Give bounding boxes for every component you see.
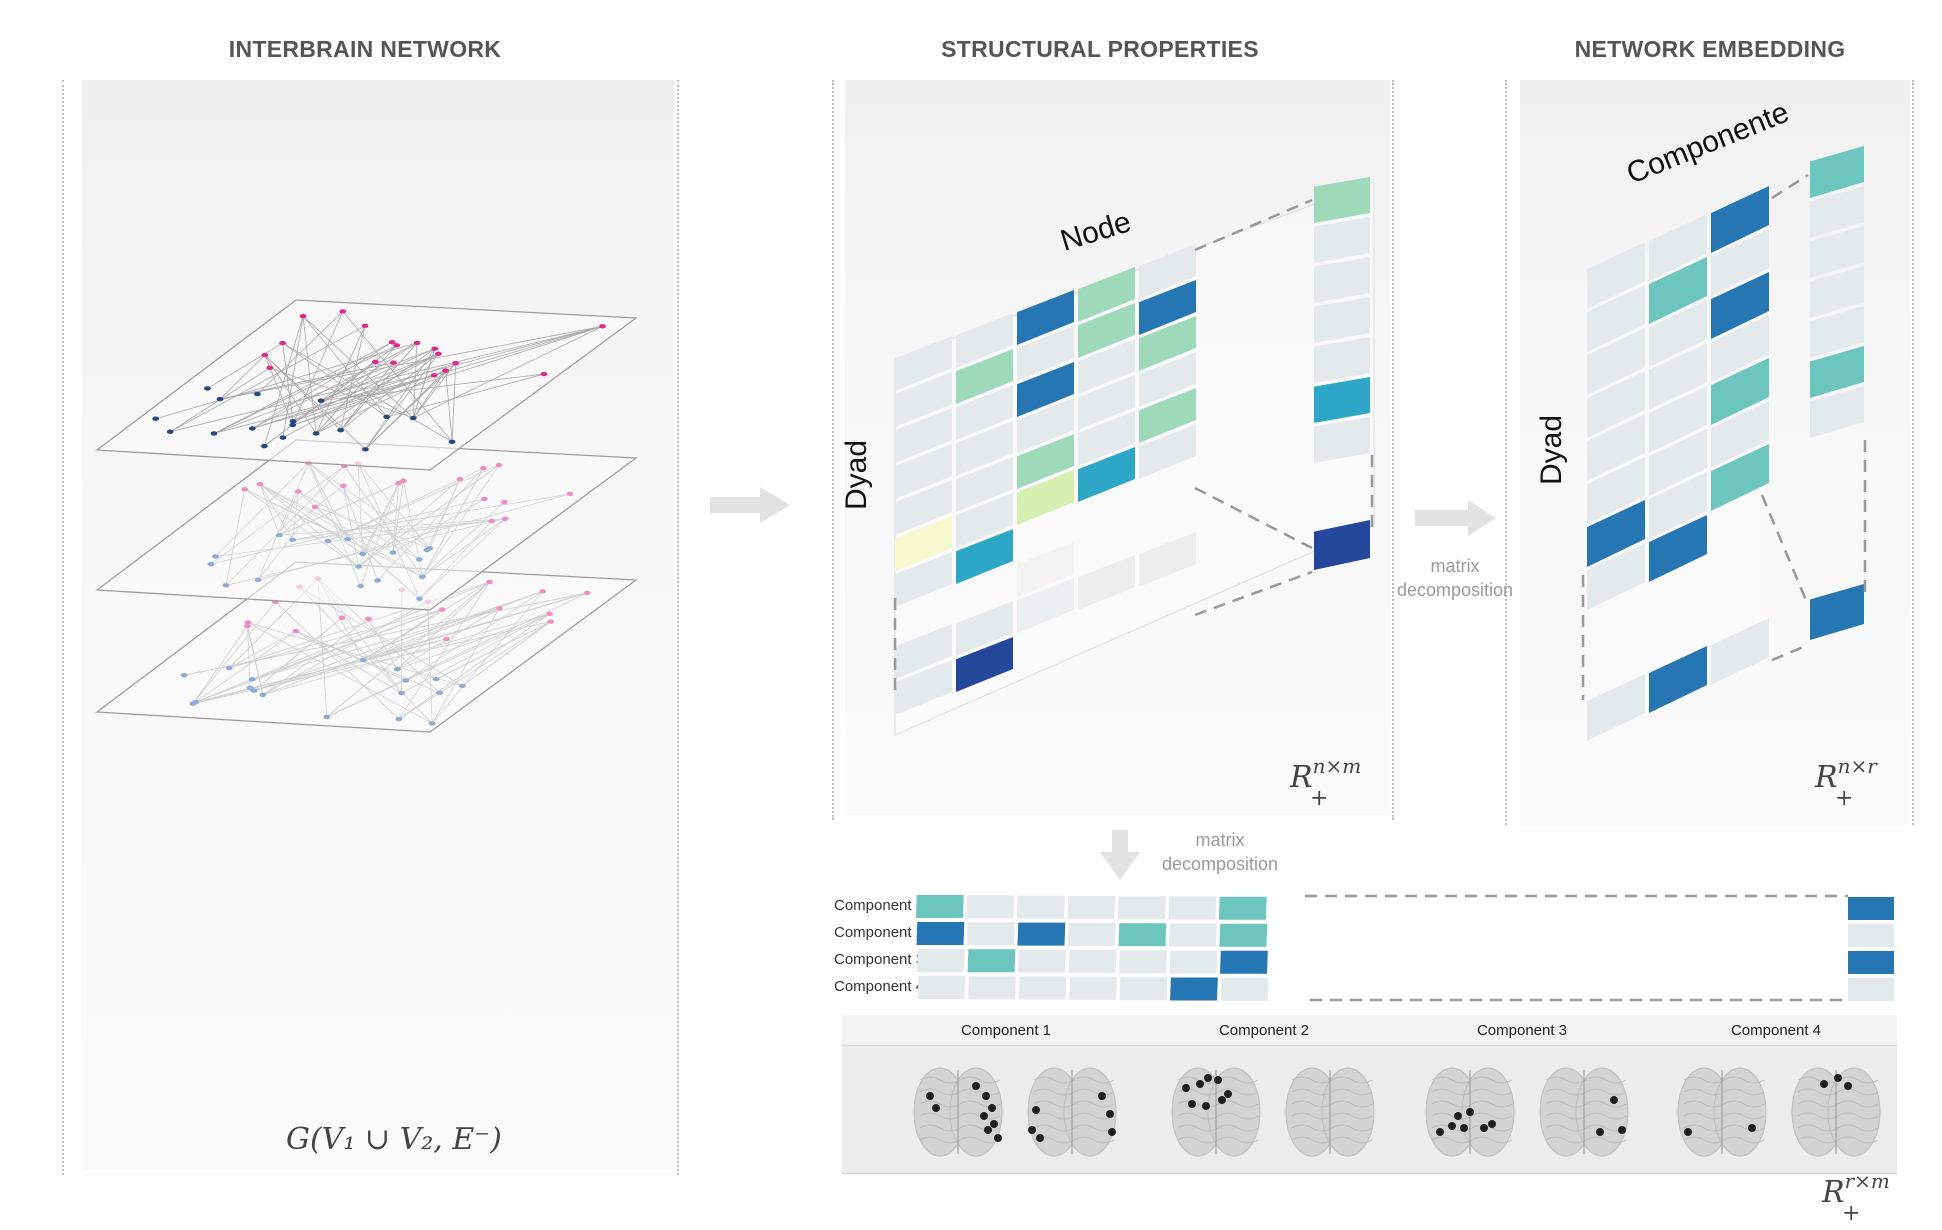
matrix-cell <box>1219 923 1268 947</box>
matrix-cell <box>966 895 1015 919</box>
decomposition-label-right: matrix decomposition <box>1396 556 1514 600</box>
matrix-cell <box>1170 977 1218 1001</box>
matrix-cell <box>1218 896 1267 920</box>
brain-component-title: Component 4 <box>1730 1022 1822 1039</box>
structural-panel <box>845 80 1390 815</box>
separator-line <box>677 80 679 1175</box>
matrix-cell <box>1168 896 1217 920</box>
matrix-cell <box>1119 950 1167 974</box>
interbrain-panel <box>82 80 674 1170</box>
matrix-cell <box>1067 922 1116 946</box>
matrix-cell <box>1848 978 1894 1001</box>
dyad-axis-label-left: Dyad <box>840 439 873 510</box>
separator-line <box>1505 80 1507 825</box>
separator-line <box>1912 80 1914 825</box>
matrix-cell <box>1069 976 1117 1000</box>
matrix-cell <box>1118 923 1167 947</box>
component-row-label: Component 4 <box>834 978 925 995</box>
embedding-panel <box>1520 80 1910 825</box>
matrix-cell <box>1017 922 1066 946</box>
brain-component-title: Component 1 <box>960 1022 1052 1039</box>
matrix-cell <box>1068 949 1117 973</box>
matrix-cell <box>1219 950 1268 974</box>
brain-strip-header <box>842 1015 1897 1046</box>
matrix-cell <box>966 922 1015 946</box>
matrix-cell <box>967 949 1016 973</box>
matrix-cell <box>1016 895 1065 919</box>
rnr-formula: Rn×r + <box>1815 754 1877 811</box>
matrix-cell <box>917 949 965 972</box>
matrix-cell <box>1220 977 1269 1001</box>
separator-line <box>1392 80 1394 820</box>
component-row-label: Component 1 <box>834 897 925 914</box>
network-embedding-title: NETWORK EMBEDDING <box>1574 36 1846 62</box>
component-row-label: Component 3 <box>834 951 925 968</box>
matrix-cell <box>1117 896 1166 920</box>
matrix-cell <box>917 976 966 999</box>
matrix-cell <box>1018 949 1066 973</box>
matrix-cell <box>1848 924 1894 947</box>
brain-component-title: Component 2 <box>1218 1022 1310 1039</box>
matrix-cell <box>968 976 1016 1000</box>
matrix-cell <box>1067 895 1116 919</box>
decomposition-label-down: matrix decomposition <box>1161 830 1279 874</box>
rrm-formula: Rr×m + <box>1822 1169 1890 1226</box>
graph-formula: G(V₁ ∪ V₂, E⁻) <box>286 1122 502 1157</box>
component-grid <box>915 895 1894 1001</box>
matrix-cell <box>1169 950 1218 974</box>
matrix-cell <box>1848 897 1894 920</box>
matrix-cell <box>1119 977 1168 1001</box>
separator-line <box>62 80 64 1175</box>
dyad-axis-label-right: Dyad <box>1535 414 1568 485</box>
interbrain-network-title: INTERBRAIN NETWORK <box>228 36 502 62</box>
rnm-formula: Rn×m + <box>1290 754 1362 811</box>
brain-component-title: Component 3 <box>1476 1022 1568 1039</box>
separator-line <box>832 80 834 820</box>
component-row-label: Component 2 <box>834 924 925 941</box>
matrix-cell <box>1018 976 1067 1000</box>
matrix-cell <box>1848 951 1894 974</box>
structural-properties-title: STRUCTURAL PROPERTIES <box>941 36 1259 62</box>
matrix-cell <box>1168 923 1217 947</box>
